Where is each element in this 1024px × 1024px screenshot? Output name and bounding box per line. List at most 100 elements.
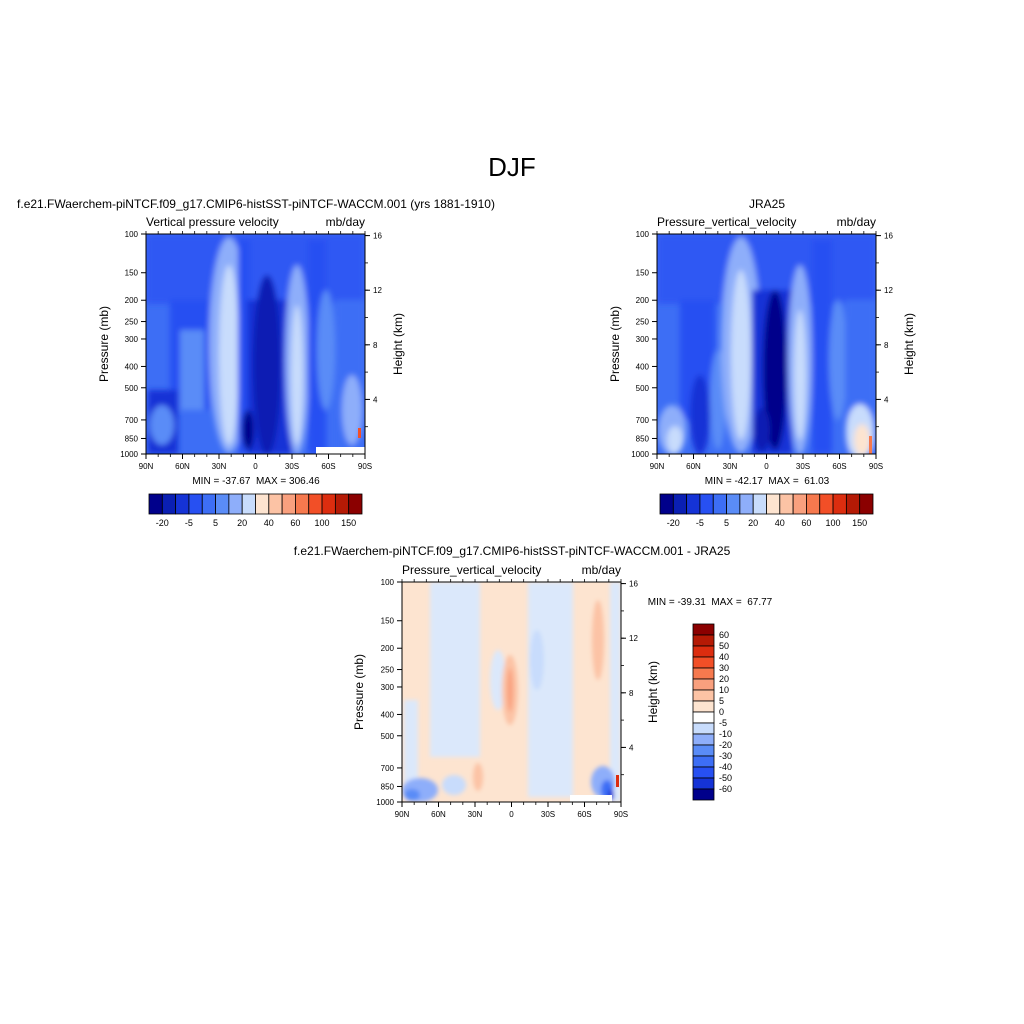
x-tick-label: 60S	[321, 462, 335, 471]
y-tick-label: 100	[381, 578, 395, 587]
colorbar-label: -20	[667, 518, 680, 528]
colorbar-swatch	[859, 493, 874, 515]
colorbar-swatch	[692, 645, 715, 658]
y-tick-label: 300	[636, 335, 650, 344]
colorbar-label: -60	[719, 784, 732, 794]
height-tick-label: 16	[884, 232, 893, 241]
axes: 90N 60N 30N 0 30S 60S 90S 100 150 200 250 300 400 500…	[631, 230, 893, 471]
colorbar-swatch	[692, 766, 715, 779]
colorbar-label: 150	[852, 518, 867, 528]
x-tick-label: 90N	[650, 462, 665, 471]
units-label: mb/day	[837, 215, 876, 229]
y-tick-label: 500	[636, 384, 650, 393]
colorbar-label: 40	[719, 652, 729, 662]
panel-model: f.e21.FWaerchem-piNTCF.f09_g17.CMIP6-his…	[17, 197, 495, 528]
colorbar-swatch	[692, 722, 715, 735]
x-tick-label: 60N	[686, 462, 701, 471]
colorbar-swatch	[819, 493, 834, 515]
colorbar-swatch	[692, 667, 715, 680]
panel-difference: f.e21.FWaerchem-piNTCF.f09_g17.CMIP6-his…	[294, 544, 773, 819]
x-tick-label: 30N	[723, 462, 738, 471]
panel-jra25: JRA25 Pressure_vertical_velocity mb/day	[608, 197, 916, 528]
x-tick-label: 30N	[468, 810, 483, 819]
colorbar-swatch	[281, 493, 296, 515]
colorbar-swatch	[692, 711, 715, 724]
y-tick-label: 100	[125, 230, 139, 239]
variable-label: Vertical pressure velocity	[146, 215, 279, 229]
y-axis-label: Pressure (mb)	[608, 306, 622, 382]
height-tick-label: 12	[884, 286, 893, 295]
colorbar-swatch	[692, 755, 715, 768]
y-tick-label: 300	[381, 683, 395, 692]
y-tick-label: 400	[636, 362, 650, 371]
colorbar-swatch	[739, 493, 754, 515]
panel-title: f.e21.FWaerchem-piNTCF.f09_g17.CMIP6-his…	[17, 197, 495, 211]
y-axis-right-label: Height (km)	[391, 313, 405, 375]
height-tick-label: 4	[373, 395, 378, 404]
colorbar-label: 50	[719, 641, 729, 651]
y-tick-label: 1000	[120, 450, 138, 459]
x-tick-label: 90S	[614, 810, 628, 819]
colorbar-label: 20	[748, 518, 758, 528]
y-axis-right-label: Height (km)	[902, 313, 916, 375]
colorbar-swatch	[308, 493, 323, 515]
colorbar-swatch	[726, 493, 741, 515]
colorbar-label: -40	[719, 762, 732, 772]
colorbar-swatch	[686, 493, 701, 515]
colorbar: -20 -5 5 20 40 60 100 150	[148, 493, 363, 528]
colorbar-swatch	[752, 493, 767, 515]
height-tick-label: 16	[629, 580, 638, 589]
variable-label: Pressure_vertical_velocity	[657, 215, 796, 229]
y-tick-label: 500	[125, 384, 139, 393]
axes: 90N 60N 30N 0 30S 60S 90S 100 150 200 250 300 400 500…	[120, 230, 382, 471]
y-tick-label: 200	[381, 644, 395, 653]
x-tick-label: 90S	[358, 462, 372, 471]
colorbar-swatch	[806, 493, 821, 515]
height-tick-label: 4	[629, 743, 634, 752]
colorbar-swatch	[692, 634, 715, 647]
y-tick-label: 300	[125, 335, 139, 344]
colorbar-label: 100	[826, 518, 841, 528]
colorbar-label: 150	[341, 518, 356, 528]
colorbar-swatch	[175, 493, 190, 515]
panel-title: JRA25	[749, 197, 785, 211]
y-axis-right-label: Height (km)	[646, 661, 660, 723]
colorbar-swatch	[215, 493, 230, 515]
colorbar-swatch	[692, 623, 715, 636]
colorbar-swatch	[148, 493, 163, 515]
colorbar-swatch	[268, 493, 283, 515]
colorbar-label: 60	[801, 518, 811, 528]
height-tick-label: 12	[373, 286, 382, 295]
colorbar-swatch	[692, 733, 715, 746]
y-tick-label: 500	[381, 732, 395, 741]
colorbar-swatch	[321, 493, 336, 515]
colorbar-swatch	[692, 689, 715, 702]
colorbar-label: 60	[290, 518, 300, 528]
colorbar-swatch	[712, 493, 727, 515]
x-tick-label: 30S	[285, 462, 299, 471]
colorbar-label: -20	[156, 518, 169, 528]
colorbar-label: -30	[719, 751, 732, 761]
x-tick-label: 0	[253, 462, 258, 471]
panel-title: f.e21.FWaerchem-piNTCF.f09_g17.CMIP6-his…	[294, 544, 731, 558]
colorbar-swatch	[241, 493, 256, 515]
colorbar-label: 20	[237, 518, 247, 528]
colorbar-label: 100	[315, 518, 330, 528]
colorbar-label: 30	[719, 663, 729, 673]
colorbar-label: 60	[719, 630, 729, 640]
colorbar-swatch	[766, 493, 781, 515]
colorbar-swatch	[692, 788, 715, 801]
x-tick-label: 90S	[869, 462, 883, 471]
colorbar-swatch	[845, 493, 861, 515]
colorbar-swatch	[692, 700, 715, 713]
x-tick-label: 30S	[796, 462, 810, 471]
colorbar-swatch	[672, 493, 688, 515]
variable-label: Pressure_vertical_velocity	[402, 563, 541, 577]
colorbar-label: 40	[264, 518, 274, 528]
colorbar-label: 5	[719, 696, 724, 706]
colorbar-swatch	[699, 493, 714, 515]
units-label: mb/day	[582, 563, 621, 577]
colorbar-label: -20	[719, 740, 732, 750]
x-tick-label: 60S	[832, 462, 846, 471]
colorbar-label: 5	[213, 518, 218, 528]
